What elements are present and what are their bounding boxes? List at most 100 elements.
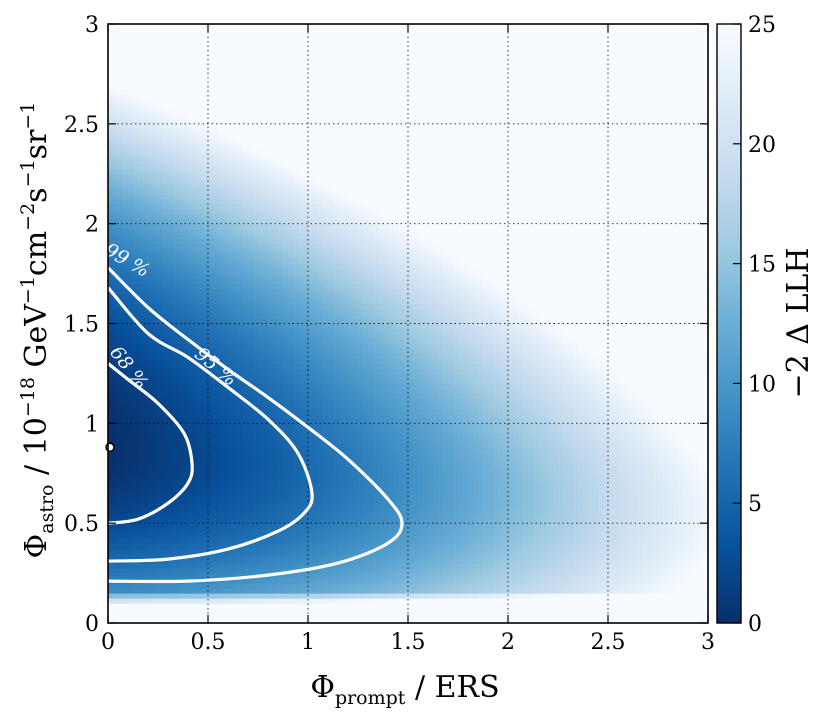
heatmap-cell — [258, 568, 264, 574]
heatmap-cell — [173, 63, 179, 70]
heatmap-cell — [223, 178, 229, 185]
heatmap-cell — [213, 513, 219, 519]
heatmap-cell — [298, 358, 304, 365]
heatmap-cell — [193, 363, 199, 370]
heatmap-cell — [193, 183, 199, 190]
heatmap-cell — [278, 133, 284, 140]
heatmap-cell — [243, 308, 249, 315]
heatmap-cell — [243, 313, 249, 320]
heatmap-cell — [168, 448, 174, 454]
heatmap-cell — [198, 193, 204, 200]
heatmap-cell — [218, 478, 224, 484]
heatmap-cell — [138, 128, 144, 135]
heatmap-cell — [178, 268, 184, 275]
heatmap-cell — [163, 63, 169, 70]
heatmap-cell — [153, 488, 159, 494]
heatmap-cell — [183, 123, 189, 130]
heatmap-cell — [123, 598, 129, 604]
heatmap-cell — [138, 483, 144, 489]
heatmap-cell — [258, 608, 264, 614]
heatmap-cell — [118, 348, 124, 355]
heatmap-cell — [198, 438, 204, 444]
heatmap-cell — [208, 363, 214, 370]
heatmap-cell — [253, 448, 259, 454]
heatmap-cell — [228, 208, 234, 215]
heatmap-cell — [198, 63, 204, 70]
heatmap-cell — [243, 408, 249, 414]
heatmap-cell — [298, 373, 304, 380]
heatmap-cell — [148, 503, 154, 509]
heatmap-cell — [163, 248, 169, 255]
heatmap-cell — [148, 258, 154, 265]
heatmap-cell — [203, 493, 209, 499]
heatmap-cell — [178, 343, 184, 350]
heatmap-cell — [303, 618, 309, 623]
heatmap-cell — [138, 233, 144, 240]
heatmap-cell — [183, 548, 189, 554]
heatmap-cell — [243, 253, 249, 260]
heatmap-cell — [303, 243, 309, 250]
heatmap-cell — [123, 503, 129, 509]
heatmap-cell — [288, 233, 294, 240]
heatmap-cell — [233, 343, 239, 350]
heatmap-cell — [153, 383, 159, 389]
heatmap-cell — [283, 268, 289, 275]
heatmap-cell — [193, 438, 199, 444]
heatmap-cell — [303, 448, 309, 454]
heatmap-cell — [123, 88, 129, 95]
heatmap-cell — [233, 528, 239, 534]
heatmap-cell — [313, 583, 319, 589]
heatmap-cell — [143, 488, 149, 494]
heatmap-cell — [253, 178, 259, 185]
heatmap-cell — [238, 588, 244, 594]
heatmap-cell — [183, 348, 189, 355]
heatmap-cell — [188, 523, 194, 529]
heatmap-cell — [213, 283, 219, 290]
heatmap-cell — [108, 38, 114, 45]
heatmap-cell — [153, 323, 159, 330]
heatmap-cell — [278, 378, 284, 384]
heatmap-cell — [108, 148, 114, 155]
heatmap-cell — [108, 73, 114, 80]
heatmap-cell — [133, 453, 139, 459]
heatmap-cell — [128, 348, 134, 355]
heatmap-cell — [198, 418, 204, 424]
heatmap-cell — [208, 308, 214, 315]
heatmap-cell — [223, 163, 229, 170]
heatmap-cell — [188, 413, 194, 419]
heatmap-cell — [183, 243, 189, 250]
heatmap-cell — [238, 398, 244, 404]
heatmap-cell — [193, 393, 199, 399]
heatmap-cell — [233, 243, 239, 250]
heatmap-cell — [108, 113, 114, 120]
heatmap-cell — [308, 373, 314, 380]
heatmap-cell — [283, 243, 289, 250]
heatmap-cell — [303, 578, 309, 584]
heatmap-cell — [173, 103, 179, 110]
heatmap-cell — [178, 233, 184, 240]
heatmap-cell — [153, 128, 159, 135]
heatmap-cell — [238, 48, 244, 55]
heatmap-cell — [313, 268, 319, 275]
heatmap-cell — [183, 263, 189, 270]
heatmap-cell — [213, 303, 219, 310]
heatmap-cell — [268, 188, 274, 195]
heatmap-cell — [203, 88, 209, 95]
heatmap-cell — [223, 333, 229, 340]
heatmap-cell — [163, 443, 169, 449]
heatmap-cell — [248, 78, 254, 85]
heatmap-cell — [243, 243, 249, 250]
heatmap-cell — [268, 588, 274, 594]
heatmap-cell — [183, 238, 189, 245]
heatmap-cell — [178, 88, 184, 95]
heatmap-cell — [113, 63, 119, 70]
heatmap-cell — [278, 468, 284, 474]
heatmap-cell — [248, 358, 254, 365]
heatmap-cell — [203, 188, 209, 195]
heatmap-cell — [183, 33, 189, 40]
heatmap-cell — [158, 188, 164, 195]
heatmap-cell — [123, 403, 129, 409]
heatmap-cell — [253, 478, 259, 484]
heatmap-cell — [308, 533, 314, 539]
heatmap-cell — [123, 318, 129, 325]
